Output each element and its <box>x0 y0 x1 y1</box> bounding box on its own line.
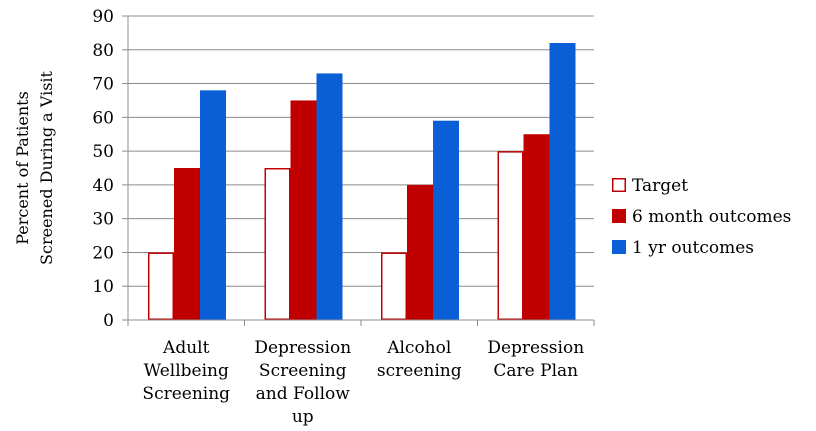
y-axis-title: Percent of Patients Screened During a Vis… <box>13 70 56 264</box>
legend-label: 6 month outcomes <box>632 207 791 227</box>
y-tick-label: 70 <box>92 75 114 95</box>
bar-target <box>264 168 291 320</box>
y-tick-label: 0 <box>103 311 114 331</box>
x-category-label: Wellbeing <box>144 361 229 381</box>
y-axis-title-line: Screened During a Visit <box>37 70 56 264</box>
x-category-label: Adult <box>162 338 210 358</box>
bar-6-month-outcomes <box>174 168 200 320</box>
y-tick-label: 60 <box>92 108 114 128</box>
bars <box>148 43 576 321</box>
x-category-label: screening <box>377 361 462 381</box>
x-category-label: Care Plan <box>493 361 578 381</box>
x-category-label: and Follow <box>256 384 351 404</box>
bar-target <box>497 151 524 320</box>
y-tick-label: 30 <box>92 210 114 230</box>
x-category-label: Depression <box>487 338 584 358</box>
x-category-label: up <box>292 407 314 427</box>
legend-swatch <box>612 209 626 223</box>
x-category-label: Screening <box>259 361 347 381</box>
bar-6-month-outcomes <box>407 184 433 320</box>
x-axis-categories: Adult Wellbeing Screening Depression Screeni… <box>142 338 584 427</box>
y-axis-ticks: 0 10 20 30 40 50 60 70 80 90 <box>92 7 128 331</box>
bar-target <box>148 252 174 320</box>
bar-1-yr-outcomes <box>433 120 459 321</box>
x-category-label: Screening <box>142 384 230 404</box>
legend: Target 6 month outcomes 1 yr outcomes <box>612 176 791 258</box>
bar-6-month-outcomes <box>290 100 317 320</box>
bar-6-month-outcomes <box>523 134 550 320</box>
y-tick-label: 20 <box>92 243 114 263</box>
bar-1-yr-outcomes <box>549 43 576 321</box>
y-tick-label: 40 <box>92 176 114 196</box>
bar-1-yr-outcomes <box>200 90 226 320</box>
axes <box>127 16 595 326</box>
legend-label: 1 yr outcomes <box>632 238 754 258</box>
x-category-label: Depression <box>254 338 351 358</box>
y-tick-label: 90 <box>92 7 114 27</box>
bar-target <box>381 252 407 320</box>
x-category-label: Alcohol <box>386 338 451 358</box>
y-tick-label: 50 <box>92 142 114 162</box>
y-axis-title-line: Percent of Patients <box>13 91 32 245</box>
legend-swatch <box>612 240 626 254</box>
y-tick-label: 10 <box>92 277 114 297</box>
legend-swatch <box>612 178 626 192</box>
bar-1-yr-outcomes <box>316 73 343 320</box>
legend-label: Target <box>632 176 688 196</box>
y-tick-label: 80 <box>92 41 114 61</box>
